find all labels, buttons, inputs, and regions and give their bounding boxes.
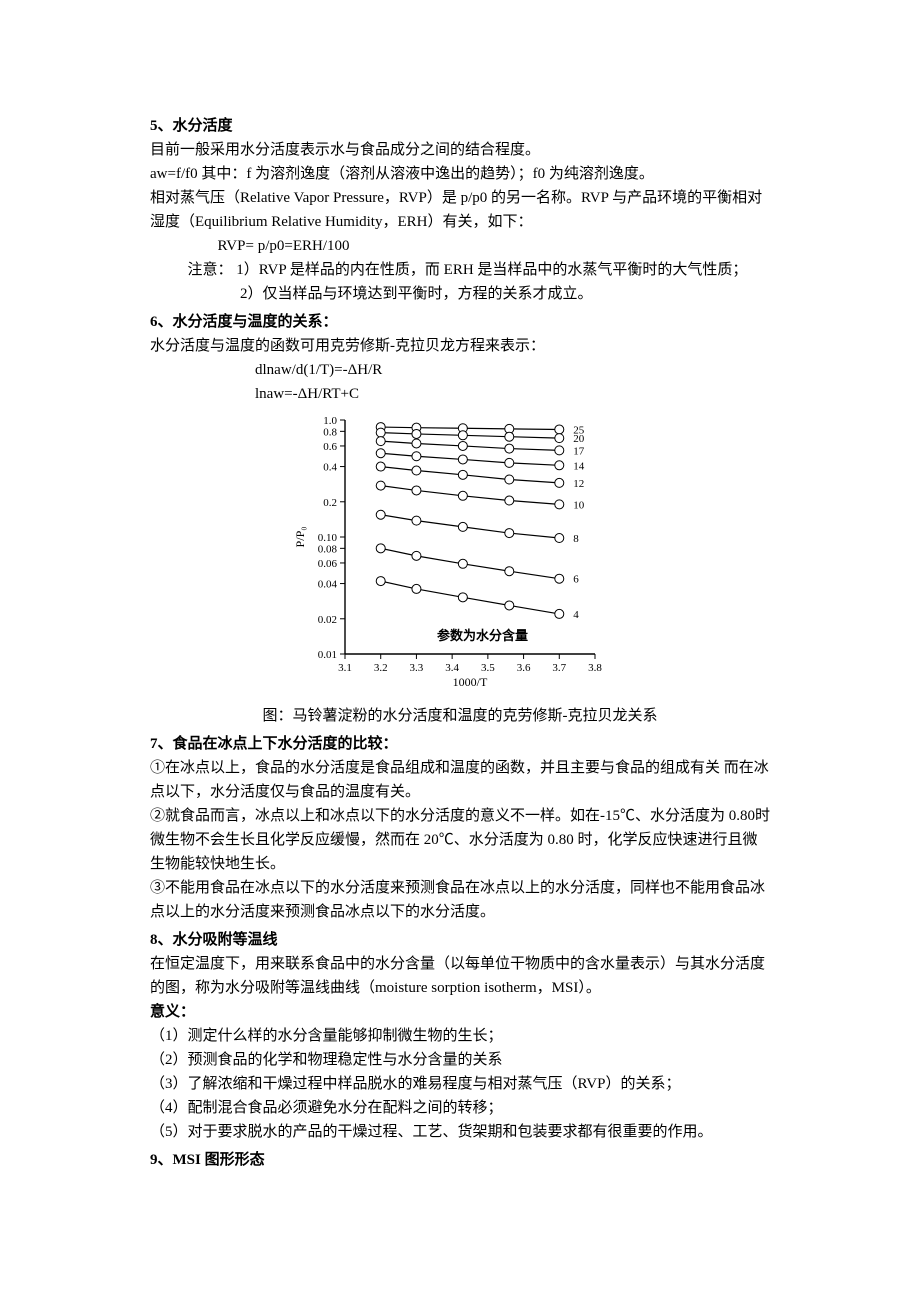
chart-caption: 图：马铃薯淀粉的水分活度和温度的克劳修斯-克拉贝龙关系	[150, 704, 770, 728]
svg-text:0.01: 0.01	[318, 649, 337, 661]
section-6-p1: 水分活度与温度的函数可用克劳修斯-克拉贝龙方程来表示：	[150, 334, 770, 358]
svg-text:1.0: 1.0	[323, 415, 337, 427]
svg-text:3.6: 3.6	[517, 662, 531, 674]
svg-text:4: 4	[573, 609, 579, 621]
svg-text:3.1: 3.1	[338, 662, 352, 674]
section-5-heading: 5、水分活度	[150, 114, 770, 138]
svg-text:3.3: 3.3	[410, 662, 424, 674]
svg-text:0.04: 0.04	[318, 579, 338, 591]
section-7-heading: 7、食品在冰点上下水分活度的比较：	[150, 732, 770, 756]
section-6-eq2: lnaw=-ΔH/RT+C	[150, 382, 770, 406]
section-6-heading: 6、水分活度与温度的关系：	[150, 310, 770, 334]
section-8-p1: 在恒定温度下，用来联系食品中的水分含量（以每单位干物质中的含水量表示）与其水分活…	[150, 952, 770, 1000]
svg-text:12: 12	[573, 478, 584, 490]
svg-text:14: 14	[573, 460, 585, 472]
svg-text:0.06: 0.06	[318, 558, 338, 570]
svg-text:3.2: 3.2	[374, 662, 388, 674]
section-8-li5: （5）对于要求脱水的产品的干燥过程、工艺、货架期和包装要求都有很重要的作用。	[150, 1120, 770, 1144]
section-5-note2: 2）仅当样品与环境达到平衡时，方程的关系才成立。	[150, 282, 770, 306]
section-5-eq: RVP= p/p0=ERH/100	[150, 234, 770, 258]
section-8-li2: （2）预测食品的化学和物理稳定性与水分含量的关系	[150, 1048, 770, 1072]
section-8-li3: （3）了解浓缩和干燥过程中样品脱水的难易程度与相对蒸气压（RVP）的关系；	[150, 1072, 770, 1096]
svg-text:1000/T: 1000/T	[453, 675, 488, 689]
section-6-eq1: dlnaw/d(1/T)=-ΔH/R	[150, 358, 770, 382]
chart-container: 3.1 3.2 3.3 3.4 3.5 3.6 3.7 3.8 1000/T 0.01 0.02 0.…	[150, 412, 770, 700]
svg-text:0.2: 0.2	[323, 497, 337, 509]
section-7-p2: ②就食品而言，冰点以上和冰点以下的水分活度的意义不一样。如在-15℃、水分活度为…	[150, 804, 770, 876]
svg-text:0.4: 0.4	[323, 462, 337, 474]
svg-text:3.8: 3.8	[588, 662, 602, 674]
section-8-li1: （1）测定什么样的水分含量能够抑制微生物的生长；	[150, 1024, 770, 1048]
section-7-p3: ③不能用食品在冰点以下的水分活度来预测食品在冰点以上的水分活度，同样也不能用食品…	[150, 876, 770, 924]
section-8-li4: （4）配制混合食品必须避免水分在配料之间的转移；	[150, 1096, 770, 1120]
clausius-chart: 3.1 3.2 3.3 3.4 3.5 3.6 3.7 3.8 1000/T 0.01 0.02 0.…	[290, 412, 630, 692]
svg-text:17: 17	[573, 445, 585, 457]
section-8-heading: 8、水分吸附等温线	[150, 928, 770, 952]
svg-text:3.5: 3.5	[481, 662, 495, 674]
section-5-p1: 目前一般采用水分活度表示水与食品成分之间的结合程度。	[150, 138, 770, 162]
section-5-note1: 注意： 1）RVP 是样品的内在性质，而 ERH 是当样品中的水蒸气平衡时的大气…	[150, 258, 770, 282]
svg-text:0.08: 0.08	[318, 543, 338, 555]
section-5-p2: aw=f/f0 其中：f 为溶剂逸度（溶剂从溶液中逸出的趋势）；f0 为纯溶剂逸…	[150, 162, 770, 186]
section-5-p3: 相对蒸气压（Relative Vapor Pressure，RVP）是 p/p0…	[150, 186, 770, 234]
svg-text:3.4: 3.4	[445, 662, 459, 674]
svg-text:8: 8	[573, 533, 579, 545]
svg-text:6: 6	[573, 574, 579, 586]
section-8-meaning: 意义：	[150, 1000, 770, 1024]
svg-text:0.10: 0.10	[318, 532, 338, 544]
svg-text:P/P₀: P/P₀	[293, 527, 307, 548]
svg-text:3.7: 3.7	[552, 662, 566, 674]
svg-text:0.6: 0.6	[323, 441, 337, 453]
svg-text:10: 10	[573, 499, 585, 511]
svg-text:20: 20	[573, 433, 585, 445]
svg-text:0.02: 0.02	[318, 614, 337, 626]
section-7-p1: ①在冰点以上，食品的水分活度是食品组成和温度的函数，并且主要与食品的组成有关 而…	[150, 756, 770, 804]
svg-text:0.8: 0.8	[323, 426, 337, 438]
section-9-heading: 9、MSI 图形形态	[150, 1148, 770, 1172]
svg-text:参数为水分含量: 参数为水分含量	[437, 628, 528, 643]
